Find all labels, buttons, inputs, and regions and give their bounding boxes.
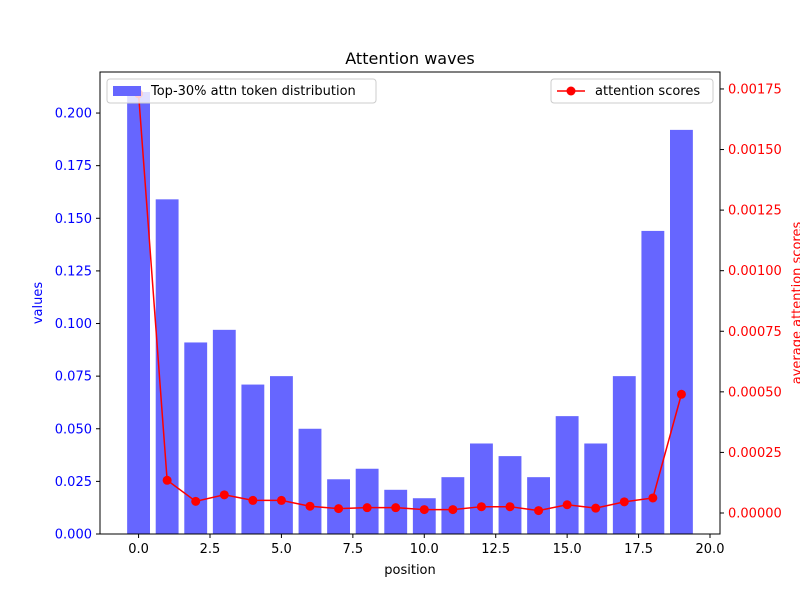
attention-point-8 [362,503,372,513]
x-tick-label-6: 15.0 [553,542,582,557]
bar-12 [470,443,493,534]
legend-line-marker [566,86,576,96]
right-y-tick-label-1: 0.00025 [728,446,782,461]
attention-point-4 [248,495,258,505]
right-y-axis: 0.00000 0.00025 0.00050 0.00075 0.00100 0.001… [720,82,782,521]
attention-point-12 [476,502,486,512]
bar-8 [355,468,379,534]
bar-19 [670,129,693,534]
bar-17 [612,376,636,534]
attention-point-13 [505,502,515,512]
x-tick-label-4: 10.0 [410,542,439,557]
left-y-tick-label-5: 0.125 [55,264,92,279]
attention-point-14 [534,506,544,516]
left-y-tick-label-2: 0.050 [55,422,92,437]
bar-15 [555,416,579,534]
legend-bars-swatch [113,86,141,96]
left-y-tick-label-1: 0.025 [55,475,92,490]
attention-point-19 [676,389,686,399]
right-y-axis-label: average attention scores [790,222,800,385]
chart-title: Attention waves [345,49,474,68]
bar-series [127,92,693,534]
x-tick-label-3: 7.5 [343,542,364,557]
x-tick-label-2: 5.0 [271,542,292,557]
legend-line-box [550,78,714,104]
attention-point-10 [419,505,429,515]
attention-line [137,93,683,512]
attention-point-5 [276,495,286,505]
plot-frame [99,71,721,535]
bar-2 [184,342,208,534]
x-tick-label-0: 0.0 [128,542,149,557]
attention-point-1 [162,475,172,485]
x-tick-label-8: 20.0 [696,542,725,557]
attention-point-15 [562,500,572,510]
x-axis-label: position [384,563,436,578]
attention-point-3 [219,490,229,500]
left-y-axis: 0.000 0.025 0.050 0.075 0.100 0.125 0.150 0.175… [55,107,100,543]
left-y-tick-label-6: 0.150 [55,212,92,227]
left-y-tick-label-3: 0.075 [55,370,92,385]
right-y-tick-label-3: 0.00075 [728,325,782,340]
attention-point-9 [391,503,401,513]
bar-4 [241,384,265,534]
bar-6 [298,428,322,534]
legend-line: attention scores [550,78,714,104]
left-y-axis-label: values [31,282,46,325]
bar-14 [527,477,550,534]
right-y-tick-label-4: 0.00100 [728,264,782,279]
bar-13 [498,456,522,534]
attention-point-7 [334,504,344,514]
legend-line-label: attention scores [595,84,700,99]
right-y-tick-label-2: 0.00050 [728,385,782,400]
attention-point-16 [591,503,601,513]
right-y-tick-label-0: 0.00000 [728,506,782,521]
attention-point-11 [448,505,458,515]
right-y-tick-label-5: 0.00125 [728,204,782,219]
x-tick-label-7: 17.5 [624,542,653,557]
bar-1 [155,199,179,534]
legend-bars-box [106,78,377,104]
bar-3 [212,329,236,534]
attention-point-17 [619,497,629,507]
x-tick-label-1: 2.5 [200,542,221,557]
left-y-tick-label-4: 0.100 [55,317,92,332]
attention-point-6 [305,501,315,511]
right-y-tick-label-6: 0.00150 [728,143,782,158]
left-y-tick-label-7: 0.175 [55,159,92,174]
bar-5 [270,376,293,534]
bar-0 [127,92,150,534]
left-y-tick-label-8: 0.200 [55,107,92,122]
x-tick-label-5: 12.5 [481,542,510,557]
right-y-tick-label-7: 0.00175 [728,82,782,97]
bar-10 [412,498,436,534]
legend-bars-label: Top-30% attn token distribution [150,84,356,99]
bar-16 [584,443,608,534]
bar-18 [641,230,665,534]
x-axis: 0.0 2.5 5.0 7.5 10.0 12.5 15.0 17.5 20.0 [128,534,724,557]
attention-point-2 [191,496,201,506]
legend-bars: Top-30% attn token distribution [106,78,377,104]
line-series [134,89,686,516]
left-y-tick-label-0: 0.000 [55,528,92,543]
attention-point-18 [648,493,658,503]
